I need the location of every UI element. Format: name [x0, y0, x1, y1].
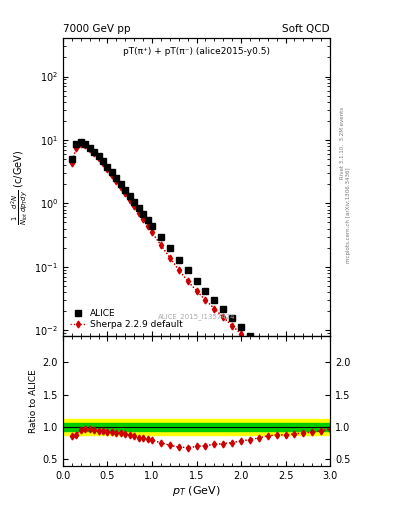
ALICE — [83, 141, 88, 147]
Sherpa 2.2.9 default — [221, 314, 226, 321]
Sherpa 2.2.9 default — [194, 288, 199, 294]
Text: 7000 GeV pp: 7000 GeV pp — [63, 24, 130, 34]
Sherpa 2.2.9 default — [114, 178, 119, 184]
ALICE — [158, 234, 163, 241]
X-axis label: $p_T$ (GeV): $p_T$ (GeV) — [172, 483, 221, 498]
ALICE — [92, 149, 96, 155]
ALICE — [283, 366, 288, 372]
ALICE — [265, 350, 270, 356]
Sherpa 2.2.9 default — [301, 383, 306, 389]
Sherpa 2.2.9 default — [283, 369, 288, 375]
Sherpa 2.2.9 default — [127, 197, 132, 203]
ALICE — [141, 211, 145, 217]
ALICE — [185, 267, 190, 273]
ALICE — [274, 358, 279, 364]
Sherpa 2.2.9 default — [87, 145, 92, 152]
ALICE — [74, 141, 79, 147]
Sherpa 2.2.9 default — [132, 203, 136, 209]
ALICE — [221, 306, 226, 312]
ALICE — [101, 158, 105, 164]
ALICE — [150, 223, 154, 229]
ALICE — [239, 324, 243, 330]
Line: ALICE: ALICE — [69, 139, 333, 408]
Sherpa 2.2.9 default — [96, 155, 101, 161]
ALICE — [167, 245, 172, 251]
ALICE — [127, 193, 132, 199]
ALICE — [176, 257, 181, 263]
Sherpa 2.2.9 default — [230, 323, 235, 329]
Sherpa 2.2.9 default — [212, 306, 217, 312]
ALICE — [70, 156, 74, 162]
ALICE — [257, 341, 261, 347]
Line: Sherpa 2.2.9 default: Sherpa 2.2.9 default — [69, 141, 332, 408]
Sherpa 2.2.9 default — [274, 361, 279, 368]
Sherpa 2.2.9 default — [70, 160, 74, 166]
Sherpa 2.2.9 default — [248, 338, 252, 345]
ALICE — [87, 145, 92, 151]
ALICE — [248, 333, 252, 339]
Sherpa 2.2.9 default — [123, 190, 128, 197]
Sherpa 2.2.9 default — [167, 254, 172, 261]
ALICE — [319, 394, 323, 400]
Sherpa 2.2.9 default — [101, 160, 105, 166]
ALICE — [230, 315, 235, 321]
Sherpa 2.2.9 default — [105, 166, 110, 172]
ALICE — [96, 154, 101, 160]
Sherpa 2.2.9 default — [110, 172, 114, 178]
Text: Rivet 3.1.10,  3.2M events: Rivet 3.1.10, 3.2M events — [340, 108, 345, 179]
Sherpa 2.2.9 default — [141, 216, 145, 222]
ALICE — [136, 205, 141, 211]
ALICE — [203, 288, 208, 294]
Text: pT(π⁺) + pT(π⁻) (alice2015-y0.5): pT(π⁺) + pT(π⁻) (alice2015-y0.5) — [123, 47, 270, 56]
Y-axis label: Ratio to ALICE: Ratio to ALICE — [29, 369, 39, 433]
Sherpa 2.2.9 default — [176, 267, 181, 273]
Sherpa 2.2.9 default — [78, 140, 83, 146]
Text: mcplots.cern.ch [arXiv:1306.3436]: mcplots.cern.ch [arXiv:1306.3436] — [346, 167, 351, 263]
ALICE — [212, 297, 217, 303]
Sherpa 2.2.9 default — [319, 396, 323, 402]
Sherpa 2.2.9 default — [257, 346, 261, 352]
Sherpa 2.2.9 default — [310, 390, 315, 396]
Sherpa 2.2.9 default — [83, 142, 88, 148]
Sherpa 2.2.9 default — [74, 145, 79, 151]
ALICE — [123, 187, 128, 194]
ALICE — [310, 388, 315, 394]
ALICE — [194, 278, 199, 284]
ALICE — [328, 401, 332, 408]
Sherpa 2.2.9 default — [328, 402, 332, 408]
Sherpa 2.2.9 default — [145, 223, 150, 229]
Sherpa 2.2.9 default — [136, 210, 141, 216]
ALICE — [78, 139, 83, 145]
Sherpa 2.2.9 default — [150, 229, 154, 236]
Sherpa 2.2.9 default — [265, 354, 270, 360]
Sherpa 2.2.9 default — [185, 278, 190, 284]
Sherpa 2.2.9 default — [292, 376, 297, 382]
Sherpa 2.2.9 default — [239, 331, 243, 337]
Sherpa 2.2.9 default — [158, 242, 163, 248]
ALICE — [132, 199, 136, 205]
Text: ALICE_2015_I1357424: ALICE_2015_I1357424 — [158, 313, 235, 320]
Sherpa 2.2.9 default — [203, 297, 208, 303]
Text: Soft QCD: Soft QCD — [283, 24, 330, 34]
ALICE — [110, 169, 114, 175]
ALICE — [118, 181, 123, 187]
ALICE — [105, 163, 110, 169]
Y-axis label: $\frac{1}{N_{tot}}\frac{d^2N}{dp_{T}dy}$ (c/GeV): $\frac{1}{N_{tot}}\frac{d^2N}{dp_{T}dy}$… — [9, 150, 30, 225]
ALICE — [114, 175, 119, 181]
Sherpa 2.2.9 default — [118, 184, 123, 190]
ALICE — [145, 217, 150, 223]
ALICE — [301, 380, 306, 387]
Sherpa 2.2.9 default — [92, 150, 96, 156]
ALICE — [292, 373, 297, 379]
Legend: ALICE, Sherpa 2.2.9 default: ALICE, Sherpa 2.2.9 default — [67, 306, 185, 332]
